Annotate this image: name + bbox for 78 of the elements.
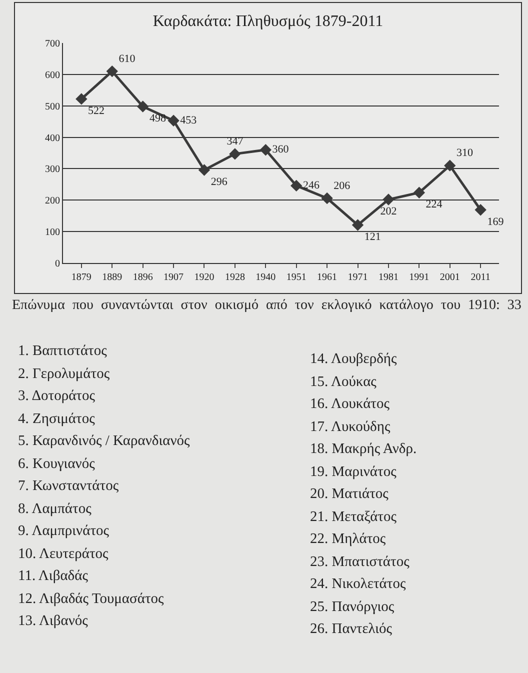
x-tick-label: 1907 <box>164 272 184 283</box>
y-tick-label: 700 <box>45 38 60 50</box>
data-label: 498 <box>149 112 166 124</box>
data-label: 360 <box>272 144 290 156</box>
text: 17. Λυκούδης <box>310 418 392 436</box>
point <box>168 114 180 126</box>
text: 10. Λευτεράτος <box>18 544 110 564</box>
text: 5. Καρανδινός / Καρανδιανός <box>18 432 190 451</box>
text: 18. Μακρής Ανδρ. <box>310 440 417 459</box>
text: 21. Μεταξάτος <box>310 508 398 526</box>
text: 20. Ματιάτος <box>310 485 390 504</box>
x-tick-label: 1928 <box>224 272 245 283</box>
x-tick-label: 1971 <box>348 272 368 283</box>
point <box>321 192 333 204</box>
data-label: 296 <box>210 176 228 188</box>
point <box>382 194 394 206</box>
data-label: 202 <box>380 205 397 218</box>
text: 9. Λαμπρινάτος <box>18 522 110 541</box>
data-label: 224 <box>426 198 443 210</box>
text: 23. Μπατιστάτος <box>310 552 410 572</box>
data-label: 347 <box>226 136 244 148</box>
point <box>413 186 426 198</box>
text: 25. Πανόργιος <box>310 598 396 616</box>
x-tick-label: 2001 <box>440 272 460 283</box>
x-tick-label: 1951 <box>286 272 306 283</box>
point <box>229 148 241 160</box>
x-tick-label: 1889 <box>102 272 122 283</box>
point <box>290 180 302 192</box>
point <box>76 93 88 105</box>
point <box>198 164 210 176</box>
point <box>474 204 486 216</box>
text: 6. Κουγιανός <box>18 454 96 474</box>
text: 11. Λιβαδάς <box>18 567 89 586</box>
y-tick-label: 600 <box>45 70 60 81</box>
text: 13. Λιβανός <box>18 612 89 631</box>
text: 12. Λιβαδάς Τουμασάτος <box>18 590 165 608</box>
data-label: 522 <box>88 104 105 117</box>
x-tick-label: 1879 <box>71 272 92 283</box>
text: 26. Παντελιός <box>310 620 394 639</box>
data-label: 610 <box>118 52 136 65</box>
text: 22. Μηλάτος <box>310 530 387 549</box>
y-tick-label: 0 <box>55 258 60 270</box>
data-label: 310 <box>456 147 474 160</box>
data-label: 121 <box>364 230 381 243</box>
data-label: 453 <box>180 114 198 126</box>
data-label: 246 <box>302 179 320 192</box>
point <box>444 160 456 172</box>
text: 19. Μαρινάτος <box>310 462 398 482</box>
text: 14. Λουβερδής <box>310 350 398 369</box>
point <box>106 65 118 78</box>
chart-title: Καρδακάτα: Πληθυσμός 1879-2011 <box>152 12 384 30</box>
text: 7. Κωνσταντάτος <box>18 477 120 496</box>
point <box>352 219 364 231</box>
point <box>260 144 272 156</box>
y-tick-label: 400 <box>45 132 60 144</box>
x-tick-label: 1920 <box>194 272 214 283</box>
text: 8. Λαμπάτος <box>18 500 92 518</box>
x-tick-label: 1896 <box>132 272 153 283</box>
text: 16. Λουκάτος <box>310 395 390 414</box>
text: 3. Δοτοράτος <box>18 387 96 406</box>
x-tick-label: 1961 <box>317 272 338 283</box>
y-tick-label: 200 <box>45 196 60 207</box>
text: 1. Βαπτιστάτος <box>18 342 108 361</box>
text: 15. Λούκας <box>310 372 378 392</box>
x-tick-label: 2011 <box>470 272 490 283</box>
text: 24. Νικολετάτος <box>310 575 407 594</box>
data-label: 206 <box>334 180 351 192</box>
data-label: 169 <box>487 216 504 228</box>
y-tick-label: 300 <box>45 164 60 176</box>
x-tick-label: 1940 <box>256 272 276 283</box>
text: Επώνυμα που συναντώνται στον οικισμό από τον εκλογικό κατάλογο του 1910: 33 <box>12 297 522 315</box>
point <box>136 100 149 112</box>
text: 4. Ζησιμάτος <box>18 410 96 428</box>
x-tick-label: 1991 <box>409 272 430 283</box>
y-tick-label: 500 <box>45 101 60 112</box>
x-tick-label: 1981 <box>378 272 398 283</box>
y-tick-label: 100 <box>45 227 60 238</box>
text: 2. Γερολυμάτος <box>18 364 111 384</box>
